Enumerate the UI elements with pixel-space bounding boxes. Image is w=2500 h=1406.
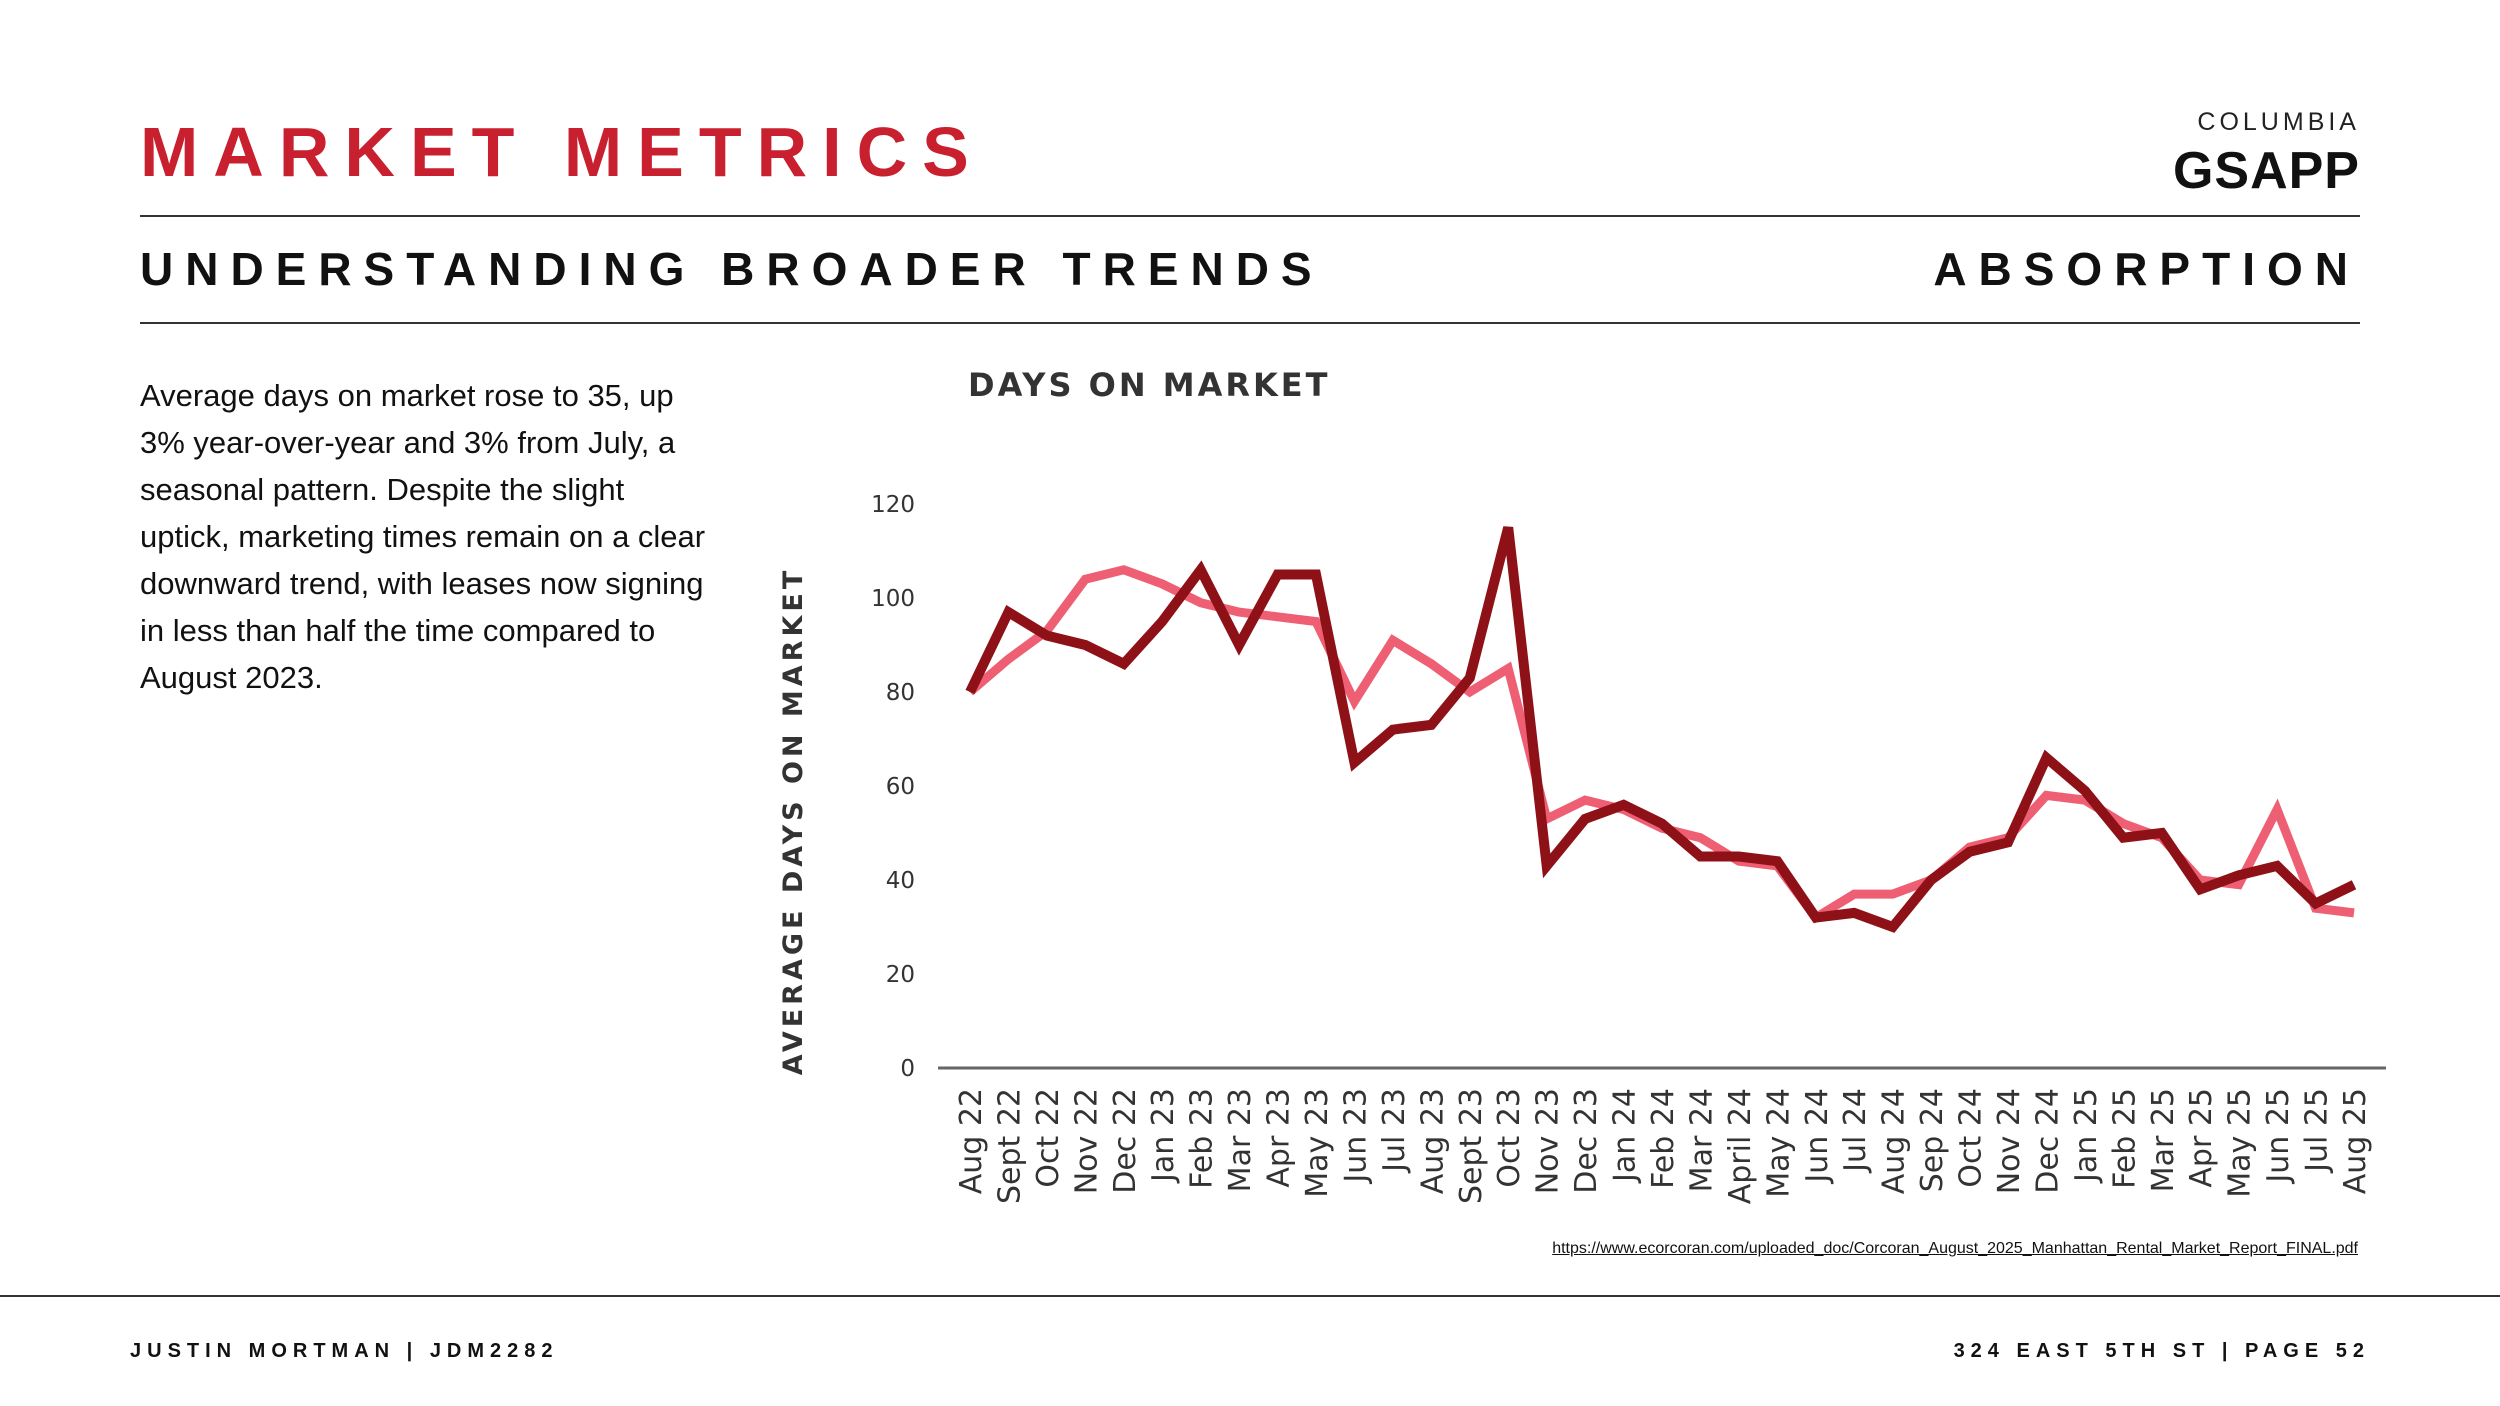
section-label: ABSORPTION: [1933, 243, 2360, 295]
x-tick-label: Feb 24: [1646, 1088, 1681, 1189]
header-divider-bottom: [140, 322, 2360, 324]
x-tick-label: May 23: [1300, 1088, 1335, 1198]
summary-paragraph: Average days on market rose to 35, up 3%…: [140, 378, 706, 695]
footer-page-info: 324 EAST 5TH ST | PAGE 52: [1953, 1340, 2370, 1362]
series-line-1: [967, 565, 2355, 924]
x-tick-label: Dec 24: [2030, 1088, 2065, 1194]
y-tick-label: 20: [886, 962, 915, 988]
x-tick-label: Sep 24: [1915, 1088, 1950, 1192]
x-tick-label: Jan 25: [2069, 1088, 2104, 1184]
y-axis-label: AVERAGE DAYS ON MARKET: [778, 567, 809, 1076]
y-tick-label: 40: [886, 868, 915, 894]
source-link[interactable]: https://www.ecorcoran.com/uploaded_doc/C…: [1552, 1240, 2358, 1257]
x-tick-label: Oct 23: [1492, 1088, 1527, 1188]
x-tick-label: Sept 22: [992, 1088, 1027, 1204]
series-line-2: [965, 526, 2357, 933]
x-tick-label: Nov 23: [1531, 1088, 1566, 1194]
x-tick-label: Nov 24: [1992, 1088, 2027, 1194]
x-tick-label: Feb 25: [2107, 1088, 2142, 1189]
x-tick-label: April 24: [1723, 1088, 1758, 1204]
x-tick-label: Jan 24: [1608, 1088, 1643, 1184]
gsapp-logo: COLUMBIA GSAPP: [2173, 108, 2360, 201]
x-tick-label: Aug 23: [1415, 1088, 1450, 1194]
x-tick-label: Mar 25: [2146, 1088, 2181, 1192]
x-tick-label: Jul 25: [2300, 1088, 2335, 1174]
y-tick-label: 120: [871, 492, 915, 518]
footer-author: JUSTIN MORTMAN | JDM2282: [130, 1340, 559, 1362]
x-tick-label: Jan 23: [1146, 1088, 1181, 1184]
logo-columbia-text: COLUMBIA: [2197, 108, 2360, 136]
x-tick-label: Jun 24: [1800, 1088, 1835, 1185]
x-tick-label: Dec 22: [1108, 1088, 1143, 1194]
x-tick-label: May 24: [1761, 1088, 1796, 1198]
x-tick-label: Nov 22: [1069, 1088, 1104, 1194]
x-tick-label: Aug 25: [2338, 1088, 2373, 1194]
x-tick-label: Aug 22: [954, 1088, 989, 1194]
x-tick-label: Sept 23: [1454, 1088, 1489, 1204]
footer-divider: [0, 1295, 2500, 1297]
x-tick-label: Oct 24: [1954, 1088, 1989, 1188]
x-tick-label: Apr 25: [2184, 1088, 2219, 1188]
x-tick-label: Apr 23: [1262, 1088, 1297, 1188]
days-on-market-chart: DAYS ON MARKET AVERAGE DAYS ON MARKET 0 20 4…: [778, 366, 2386, 1204]
x-tick-label: Oct 22: [1031, 1088, 1066, 1188]
y-tick-label: 0: [900, 1056, 915, 1082]
header-divider-top: [140, 215, 2360, 217]
page-title: MARKET METRICS: [140, 113, 984, 191]
x-tick-label: May 25: [2223, 1088, 2258, 1198]
x-tick-label: Jul 23: [1377, 1088, 1412, 1174]
y-tick-label: 80: [886, 680, 915, 706]
x-tick-label: Jul 24: [1838, 1088, 1873, 1174]
x-tick-label: Dec 23: [1569, 1088, 1604, 1194]
x-tick-label: Mar 24: [1684, 1088, 1719, 1192]
y-tick-label: 60: [886, 774, 915, 800]
x-tick-label: Jun 25: [2261, 1088, 2296, 1185]
x-tick-label: Jun 23: [1338, 1088, 1373, 1185]
y-tick-label: 100: [871, 586, 915, 612]
section-subtitle: UNDERSTANDING BROADER TRENDS: [140, 243, 1324, 295]
x-tick-label: Feb 23: [1185, 1088, 1220, 1189]
x-tick-label: Mar 23: [1223, 1088, 1258, 1192]
chart-title: DAYS ON MARKET: [968, 366, 1330, 404]
logo-gsapp-text: GSAPP: [2172, 142, 2360, 200]
x-tick-label: Aug 24: [1877, 1088, 1912, 1194]
